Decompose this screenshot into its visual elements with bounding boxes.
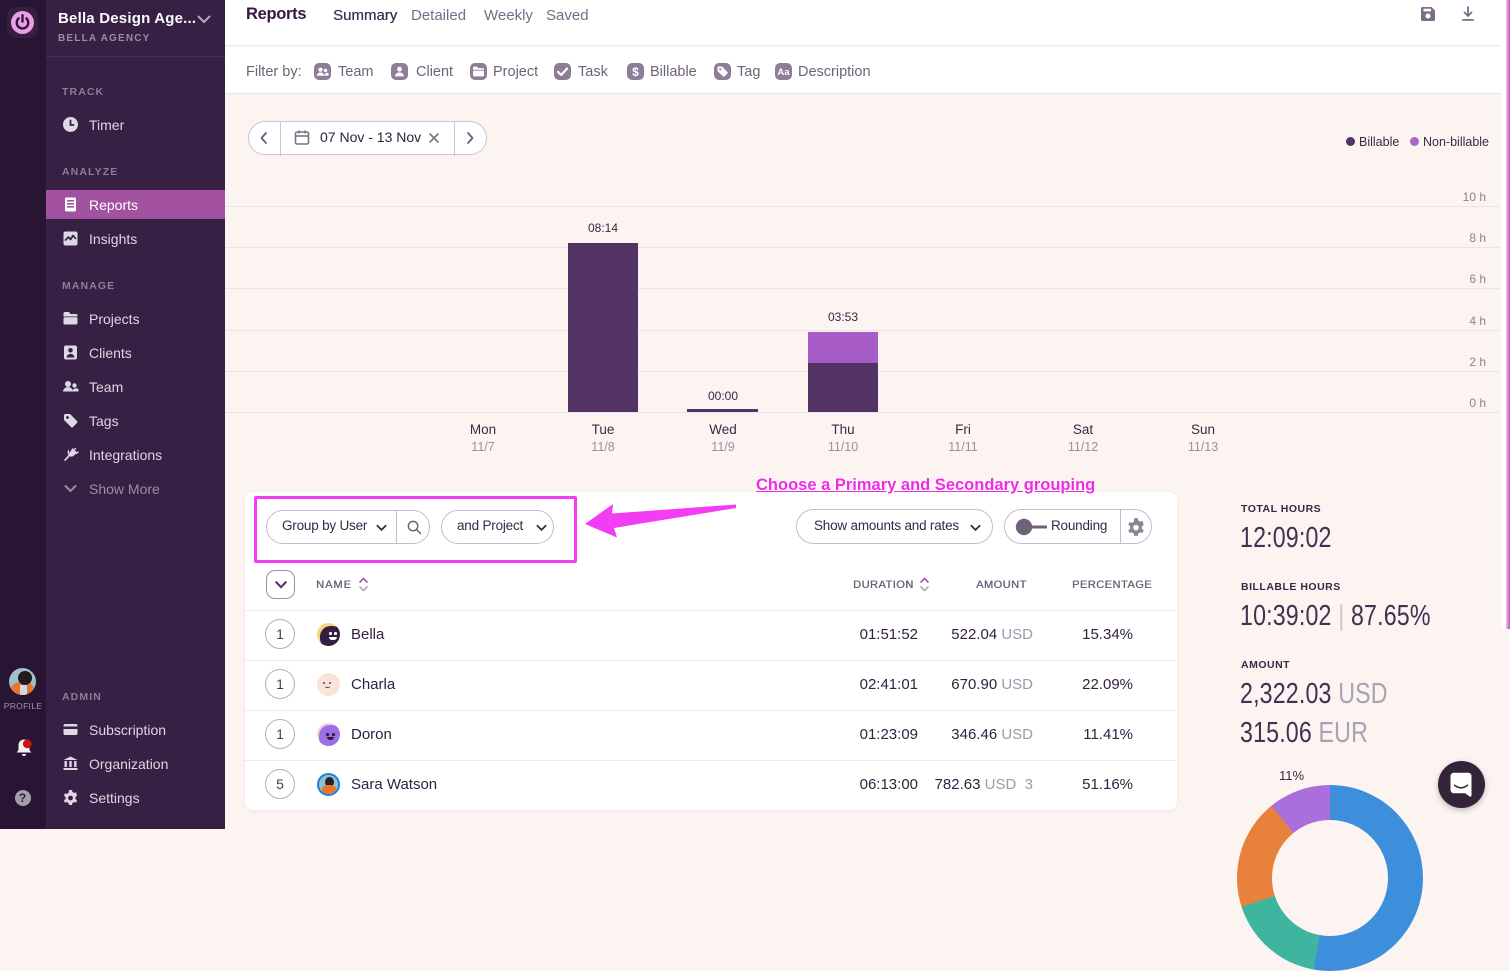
svg-text:Aa: Aa	[777, 67, 790, 78]
svg-text:$: $	[632, 65, 639, 79]
